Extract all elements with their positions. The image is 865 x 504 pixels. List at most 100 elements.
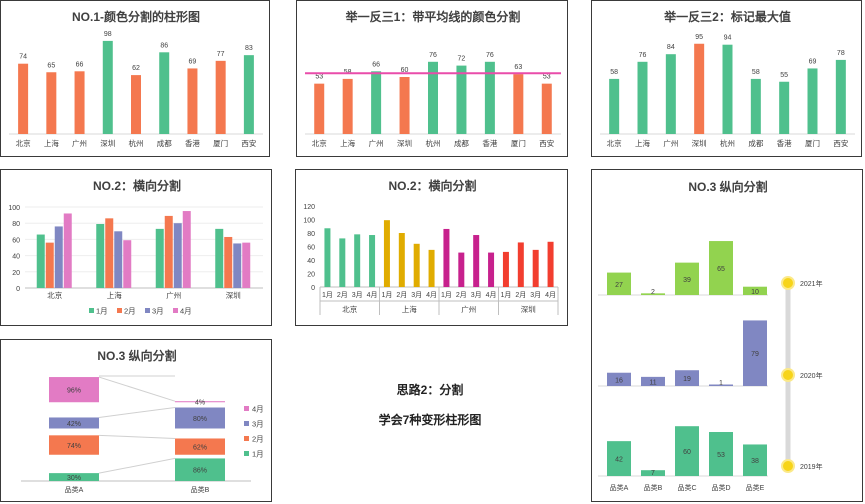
bar	[215, 228, 224, 288]
data-label: 86	[160, 42, 168, 49]
data-label: 72	[458, 56, 466, 63]
data-label: 77	[217, 51, 225, 58]
year-label: 2021年	[800, 279, 823, 288]
bar	[722, 44, 733, 135]
category-label: 北京	[607, 138, 622, 148]
legend-label: 4月	[180, 307, 192, 316]
data-label: 60	[401, 67, 409, 74]
data-label: 55	[780, 72, 788, 79]
bar	[473, 235, 480, 287]
y-tick-label: 40	[307, 258, 315, 265]
category-label: 杭州	[129, 138, 144, 148]
category-label: 上海	[635, 138, 650, 148]
chart-title: NO.2：横向分割	[388, 178, 476, 193]
category-label: 西安	[833, 138, 848, 148]
data-label: 66	[372, 61, 380, 68]
month-label: 3月	[471, 291, 482, 299]
connector-line	[98, 407, 176, 418]
chart-p2: 举一反三1：带平均线的颜色分割53北京58上海66广州60深圳76杭州72成都7…	[305, 9, 561, 148]
bar	[123, 240, 132, 288]
month-label: 4月	[545, 291, 556, 299]
chart-p3: 举一反三2：标记最大值 58 北京 76 上海 84 广州 95 深圳 94 杭州 58 成都 55 香港 6…	[600, 9, 855, 148]
chart-title: NO.2：横向分割	[93, 178, 181, 193]
category-label: 成都	[454, 138, 469, 148]
legend-label: 2月	[124, 307, 136, 316]
category-label: 杭州	[720, 138, 735, 148]
bar	[324, 228, 331, 287]
year-label: 2020年	[800, 371, 823, 380]
data-label: 65	[717, 266, 725, 273]
data-label: 53	[315, 74, 323, 81]
category-label: 广州	[461, 304, 476, 314]
legend-swatch	[244, 421, 249, 426]
bar	[399, 77, 410, 134]
month-label: 2月	[337, 291, 348, 299]
category-label: 北京	[312, 138, 327, 148]
bar	[750, 78, 761, 134]
data-label: 76	[486, 52, 494, 59]
bar	[443, 228, 450, 287]
bar	[175, 401, 225, 403]
category-label: 香港	[482, 138, 497, 148]
bar	[413, 243, 420, 287]
bar	[675, 370, 699, 386]
bar	[517, 242, 524, 287]
category-label: 品类A	[65, 485, 84, 494]
bar	[74, 71, 85, 134]
bar	[541, 83, 552, 134]
bar	[233, 243, 242, 288]
category-label: 西安	[539, 138, 554, 148]
category-label: 广州	[72, 138, 87, 148]
category-label: 广州	[166, 290, 181, 300]
data-label: 42%	[67, 421, 81, 428]
category-label: 北京	[342, 304, 357, 314]
bar	[371, 71, 382, 134]
bar	[532, 249, 539, 287]
bar	[173, 223, 182, 288]
data-label: 69	[809, 58, 817, 65]
y-tick-label: 80	[307, 231, 315, 238]
bar	[513, 74, 524, 134]
category-label: 深圳	[397, 138, 412, 148]
bar	[456, 65, 467, 134]
data-label: 7	[651, 470, 655, 477]
data-label: 84	[667, 44, 675, 51]
year-marker	[781, 459, 795, 473]
y-tick-label: 100	[303, 218, 315, 225]
bar	[641, 376, 665, 386]
bar	[607, 372, 631, 386]
bar	[102, 40, 113, 134]
bar	[54, 226, 63, 288]
legend-swatch	[244, 406, 249, 411]
year-label: 2019年	[800, 462, 823, 471]
month-label: 3月	[530, 291, 541, 299]
bar	[182, 211, 191, 288]
bar	[369, 235, 376, 287]
data-label: 80%	[193, 416, 207, 423]
data-label: 38	[751, 458, 759, 465]
data-label: 94	[724, 35, 732, 42]
bar	[175, 438, 225, 455]
bar	[547, 241, 554, 287]
y-tick-label: 0	[311, 285, 315, 292]
bar	[488, 252, 495, 287]
bar	[159, 52, 170, 134]
data-label: 2	[651, 289, 655, 296]
connector-line	[98, 376, 176, 402]
data-label: 42	[615, 457, 623, 464]
bar	[779, 81, 790, 134]
category-label: 上海	[402, 304, 417, 314]
chart-panel-p6: NO.3 纵向分割 27 2 39 65 10 2021年 16 11 19 1 79 2020年 42 7…	[591, 169, 863, 502]
y-tick-label: 60	[12, 237, 20, 244]
bar	[709, 432, 733, 476]
category-label: 广州	[663, 138, 678, 148]
category-label: 品类E	[746, 483, 765, 492]
bar	[49, 435, 99, 455]
bar	[131, 75, 141, 134]
category-label: 品类B	[191, 485, 210, 494]
y-tick-label: 40	[12, 254, 20, 261]
y-tick-label: 20	[307, 272, 315, 279]
bar	[18, 63, 29, 135]
center-subtitle: 学会7种变形柱形图	[378, 413, 482, 427]
